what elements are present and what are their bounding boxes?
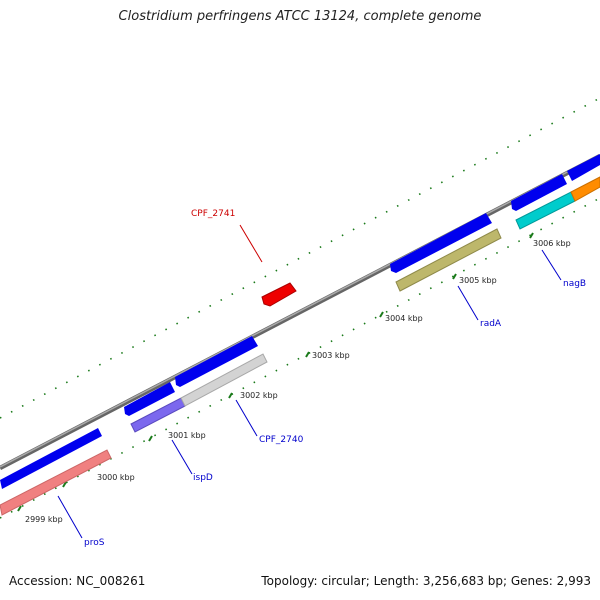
- callout-nagb: [541, 249, 562, 281]
- forward-cds-features: [0, 154, 600, 489]
- callout-cpf2740: [235, 399, 258, 437]
- kbp-label-3006: 3006 kbp: [533, 239, 571, 248]
- map-title: Clostridium perfringens ATCC 13124, comp…: [118, 9, 482, 24]
- kbp-label-3002: 3002 kbp: [240, 391, 278, 400]
- kbp-label-2999: 2999 kbp: [25, 515, 63, 524]
- cpf2740-feature: [180, 353, 268, 407]
- gene-label-ispd: ispD: [193, 473, 213, 483]
- kbp-label-3004: 3004 kbp: [385, 314, 423, 323]
- kbp-label-3000: 3000 kbp: [97, 473, 135, 482]
- cds-arrow-5: [511, 174, 567, 211]
- gene-label-cpf2741: CPF_2741: [191, 209, 235, 219]
- callout-cpf2741: [239, 224, 263, 263]
- rada-feature: [395, 228, 502, 292]
- kbp-label-3005: 3005 kbp: [459, 276, 497, 285]
- inner-tick-track: [0, 197, 600, 519]
- major-ticks: [17, 232, 534, 512]
- genome-backbone: [0, 154, 600, 470]
- genome-backbone-highlight: [0, 154, 600, 468]
- gene-label-pros: proS: [84, 538, 105, 548]
- topology-text: Topology: circular; Length: 3,256,683 bp…: [261, 574, 591, 588]
- orange-feature: [570, 176, 600, 202]
- callout-ispd: [171, 439, 193, 475]
- cds-arrow-4: [390, 213, 492, 273]
- outer-tick-track: [0, 97, 600, 419]
- cds-arrow-1: [0, 428, 102, 489]
- gene-label-nagb: nagB: [563, 279, 586, 289]
- cds-arrow-3: [175, 336, 258, 387]
- cds-arrow-2: [124, 382, 175, 416]
- gene-label-rada: radA: [480, 319, 502, 329]
- cds-arrow-6: [567, 154, 600, 181]
- cpf2741-feature: [261, 282, 297, 307]
- kbp-label-3003: 3003 kbp: [312, 351, 350, 360]
- callout-lines: [57, 224, 562, 539]
- pros-feature: [0, 449, 112, 516]
- callout-rada: [457, 285, 479, 321]
- kbp-label-3001: 3001 kbp: [168, 431, 206, 440]
- accession-text: Accession: NC_008261: [9, 574, 146, 588]
- gene-label-cpf2740: CPF_2740: [259, 435, 304, 445]
- callout-pros: [57, 495, 83, 539]
